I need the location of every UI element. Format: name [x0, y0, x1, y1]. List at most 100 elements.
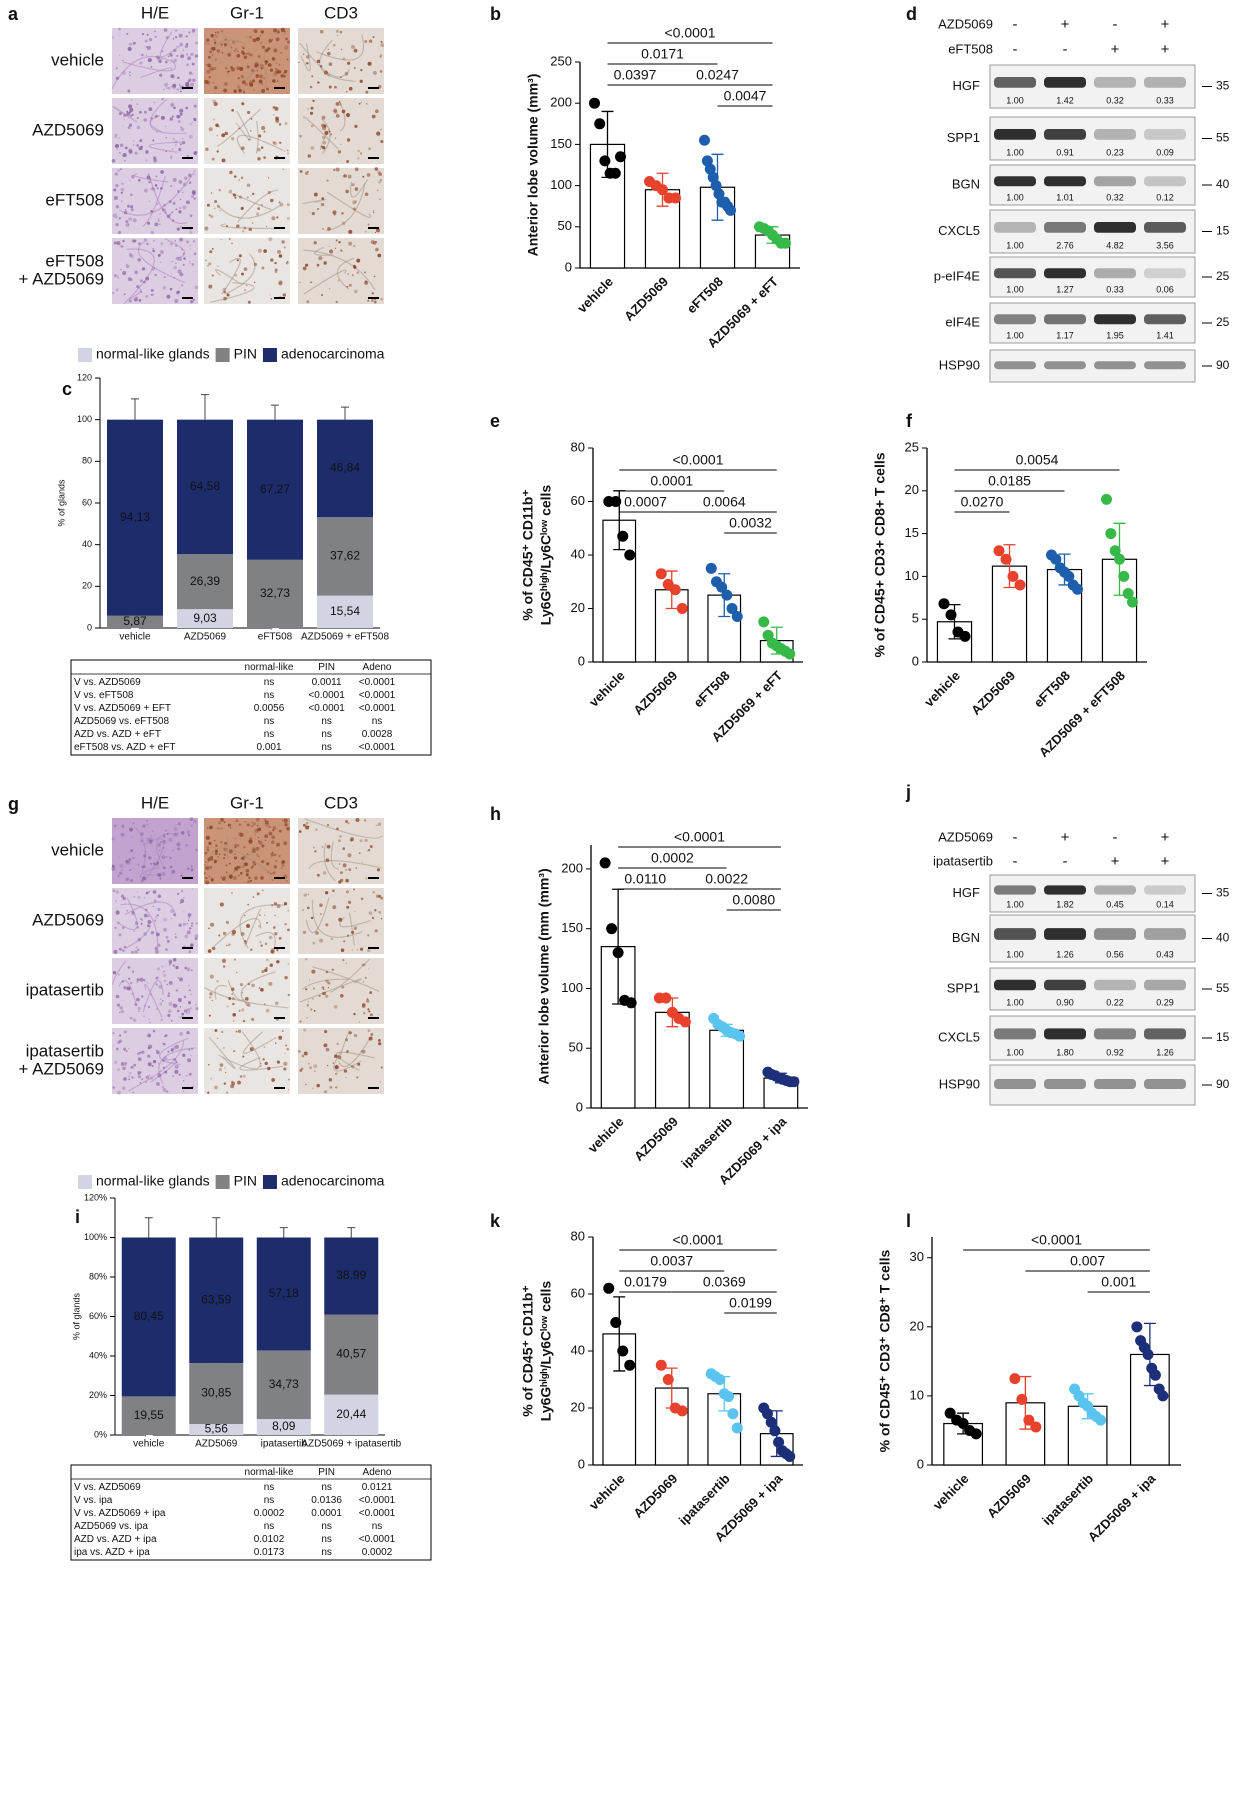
stain-dot — [275, 860, 278, 863]
stain-dot — [190, 993, 193, 996]
data-point — [784, 1450, 796, 1462]
stain-dot — [379, 55, 382, 58]
stain-dot — [147, 48, 149, 50]
stain-dot — [156, 1050, 160, 1055]
stain-dot — [181, 284, 184, 287]
stain-dot — [219, 1063, 224, 1067]
stain-dot — [179, 108, 184, 113]
stain-dot — [241, 80, 246, 85]
error-bar — [347, 1227, 356, 1238]
legend-label: normal-like glands — [96, 1173, 210, 1189]
stain-dot — [214, 86, 218, 90]
stain-dot — [182, 205, 187, 210]
stain-dot — [271, 840, 275, 844]
table-header: normal-like — [245, 662, 294, 673]
stain-dot — [265, 48, 269, 52]
stain-dot — [280, 867, 283, 870]
stain-dot — [379, 198, 381, 201]
stain-dot — [316, 873, 320, 877]
data-point — [1118, 570, 1130, 582]
stain-dot — [148, 107, 153, 112]
stain-dot — [189, 123, 192, 126]
stain-dot — [193, 104, 197, 108]
y-tick-label: 15 — [905, 525, 919, 540]
stain-dot — [237, 85, 241, 89]
protein-label: HGF — [953, 78, 981, 93]
stain-dot — [353, 66, 356, 70]
stain-dot — [226, 944, 228, 947]
stain-dot — [209, 50, 212, 54]
stain-dot — [239, 871, 243, 875]
stain-dot — [239, 66, 244, 71]
stain-dot — [223, 290, 227, 294]
error-bar — [201, 394, 209, 420]
treatment-sign: + — [1161, 853, 1170, 870]
stain-dot — [247, 983, 250, 986]
stain-dot — [191, 888, 194, 890]
stain-dot — [186, 200, 190, 205]
stain-dot — [360, 897, 364, 901]
table-cell: ns — [321, 716, 332, 727]
stain-dot — [219, 62, 222, 64]
stain-dot — [122, 153, 127, 158]
row-label: + AZD5069 — [18, 269, 104, 288]
stain-dot — [121, 832, 126, 837]
stain-dot — [327, 981, 331, 985]
error-bar — [279, 1227, 288, 1238]
stain-dot — [284, 823, 288, 827]
stain-dot — [131, 910, 135, 914]
stain-dot — [232, 1020, 235, 1022]
data-point — [599, 155, 611, 167]
x-tick-label: AZD5069 — [984, 1471, 1034, 1521]
tissue-fibre — [122, 58, 177, 72]
stain-dot — [315, 828, 318, 832]
value-label: 19,55 — [134, 1408, 164, 1422]
table-cell: 0.0173 — [254, 1547, 285, 1558]
stain-dot — [141, 1050, 145, 1054]
column-header: H/E — [141, 793, 169, 812]
stain-dot — [170, 185, 173, 188]
stain-dot — [180, 90, 182, 93]
stain-dot — [214, 1085, 218, 1090]
stain-dot — [275, 37, 280, 42]
y-axis-label: % of CD45⁺ CD3⁺ CD8⁺ T cells — [877, 1249, 893, 1452]
stain-dot — [250, 194, 252, 197]
stain-dot — [137, 937, 142, 942]
stain-dot — [163, 276, 166, 279]
stain-dot — [143, 1004, 146, 1007]
stain-dot — [360, 68, 363, 72]
stain-dot — [178, 148, 182, 152]
stain-dot — [120, 1062, 125, 1066]
stain-dot — [270, 856, 273, 858]
stain-dot — [210, 1077, 212, 1080]
stain-dot — [179, 272, 184, 277]
table-cell: <0.0001 — [359, 1508, 396, 1519]
y-tick-label: 60 — [571, 1285, 585, 1300]
stain-dot — [132, 41, 136, 45]
stain-dot — [162, 1059, 165, 1062]
stain-dot — [256, 70, 258, 72]
y-axis-label: Ly6Gʰⁱᵍʰ/Ly6Cˡᵒʷ cells — [538, 1281, 554, 1422]
stain-dot — [208, 262, 212, 266]
stain-dot — [260, 988, 264, 992]
stain-dot — [284, 923, 287, 926]
stain-dot — [279, 141, 282, 144]
stain-dot — [379, 70, 383, 73]
y-tick-label: 20 — [571, 600, 585, 615]
table-cell: 0.0121 — [362, 1482, 393, 1493]
stain-dot — [337, 279, 340, 282]
stain-dot — [229, 827, 232, 829]
data-point — [1014, 579, 1026, 591]
treatment-label: AZD5069 — [938, 16, 993, 31]
stain-dot — [338, 241, 341, 244]
stain-dot — [334, 137, 337, 139]
stain-dot — [148, 200, 150, 202]
stain-dot — [248, 35, 252, 39]
stain-dot — [160, 170, 164, 174]
stain-dot — [145, 150, 149, 154]
stain-dot — [194, 934, 199, 938]
stain-dot — [243, 846, 246, 849]
stain-dot — [243, 267, 248, 271]
bar — [602, 1333, 637, 1466]
stain-dot — [356, 949, 359, 951]
